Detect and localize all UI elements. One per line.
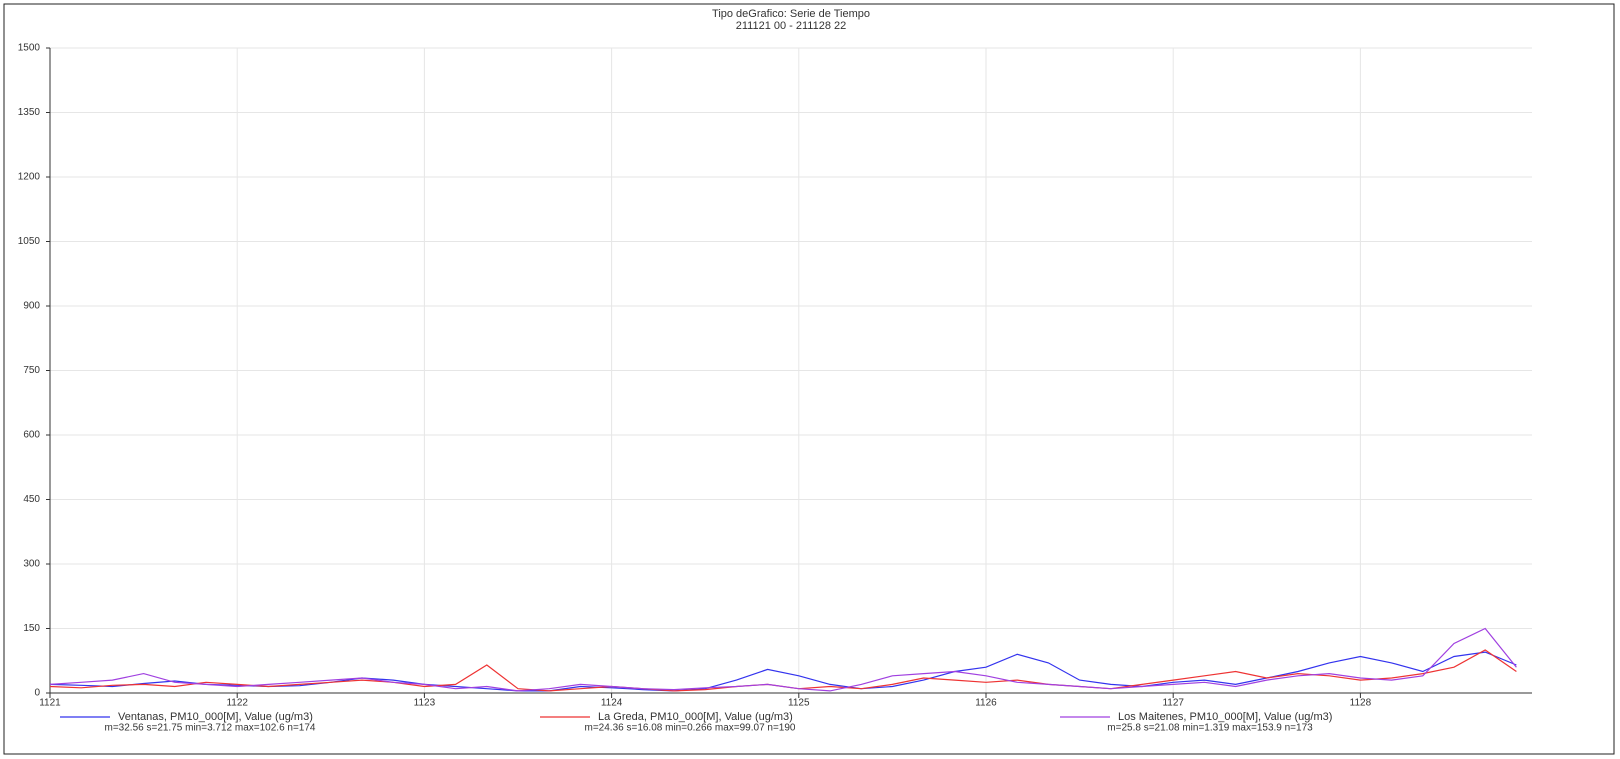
legend-label: Los Maitenes, PM10_000[M], Value (ug/m3) <box>1118 711 1332 723</box>
x-tick-label: 1125 <box>788 698 810 709</box>
y-tick-label: 1050 <box>18 236 41 247</box>
x-tick-label: 1127 <box>1162 698 1184 709</box>
x-tick-label: 1121 <box>39 698 61 709</box>
y-tick-label: 600 <box>23 430 40 441</box>
legend-stats: m=25.8 s=21.08 min=1.319 max=153.9 n=173 <box>1107 723 1313 734</box>
legend-label: Ventanas, PM10_000[M], Value (ug/m3) <box>118 711 313 723</box>
legend-stats: m=24.36 s=16.08 min=0.266 max=99.07 n=19… <box>585 723 796 734</box>
y-tick-label: 1350 <box>18 107 41 118</box>
y-tick-label: 1200 <box>18 172 41 183</box>
legend-label: La Greda, PM10_000[M], Value (ug/m3) <box>598 711 793 723</box>
y-tick-label: 0 <box>34 688 40 699</box>
y-tick-label: 900 <box>23 301 40 312</box>
x-tick-label: 1124 <box>601 698 623 709</box>
y-tick-label: 450 <box>23 494 40 505</box>
y-tick-label: 750 <box>23 365 40 376</box>
chart-subtitle: 211121 00 - 211128 22 <box>736 20 847 32</box>
series-line <box>49 651 1517 692</box>
y-tick-label: 150 <box>23 623 40 634</box>
x-tick-label: 1123 <box>414 698 436 709</box>
y-tick-label: 300 <box>23 559 40 570</box>
frame <box>3 3 1615 755</box>
x-tick-label: 1122 <box>226 698 248 709</box>
x-tick-label: 1126 <box>975 698 997 709</box>
series-line <box>49 627 1517 692</box>
y-tick-label: 1500 <box>18 43 41 54</box>
chart-title: Tipo deGrafico: Serie de Tiempo <box>712 8 870 20</box>
legend-stats: m=32.56 s=21.75 min=3.712 max=102.6 n=17… <box>105 723 316 734</box>
x-tick-label: 1128 <box>1350 698 1372 709</box>
